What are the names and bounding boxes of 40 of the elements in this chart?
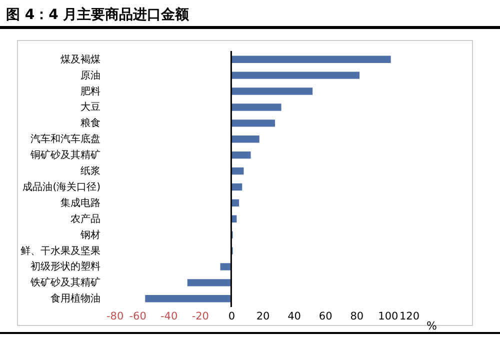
x-tick-label: -60 bbox=[129, 310, 146, 322]
y-tick-label: 初级形状的塑料 bbox=[30, 260, 100, 273]
y-tick-label: 煤及褐煤 bbox=[60, 53, 100, 66]
bar bbox=[231, 104, 282, 111]
y-tick-label: 汽车和汽车底盘 bbox=[30, 133, 100, 146]
x-tick-label: -20 bbox=[192, 310, 209, 322]
y-tick-label: 纸浆 bbox=[80, 165, 100, 178]
x-axis-title: % bbox=[426, 320, 437, 332]
bar bbox=[145, 295, 232, 302]
x-tick-label: 20 bbox=[256, 310, 270, 322]
bar bbox=[231, 72, 360, 79]
x-tick-label: 80 bbox=[350, 310, 364, 322]
bar bbox=[231, 167, 244, 175]
y-tick-label: 粮食 bbox=[80, 117, 100, 130]
bar bbox=[187, 279, 232, 286]
x-tick-label: 0 bbox=[228, 310, 236, 322]
bar bbox=[231, 88, 313, 95]
bar bbox=[231, 120, 276, 127]
y-tick-label: 铁矿砂及其精矿 bbox=[30, 276, 100, 289]
bar bbox=[220, 263, 232, 270]
y-tick-label: 鲜、干水果及坚果 bbox=[20, 244, 100, 257]
y-tick-label: 农产品 bbox=[70, 212, 100, 225]
x-tick-label: -40 bbox=[160, 310, 178, 322]
y-tick-label: 成品油(海关口径) bbox=[22, 180, 101, 193]
y-tick-label: 大豆 bbox=[80, 101, 100, 114]
chart-title: 图 4：4 月主要商品进口金额 bbox=[5, 6, 190, 25]
y-tick-label: 钢材 bbox=[80, 228, 100, 241]
x-tick-label: 100 bbox=[378, 310, 398, 322]
y-tick-label: 集成电路 bbox=[60, 196, 100, 209]
x-tick-label: 120 bbox=[399, 310, 420, 322]
bar bbox=[231, 136, 260, 143]
x-tick-label: 40 bbox=[288, 310, 301, 322]
bar bbox=[231, 151, 251, 159]
bar bbox=[231, 56, 391, 63]
y-tick-label: 食用植物油 bbox=[50, 292, 100, 305]
x-tick-label: 60 bbox=[318, 310, 332, 322]
y-tick-label: 肥料 bbox=[80, 85, 100, 98]
x-tick-label: -80 bbox=[106, 310, 124, 322]
y-tick-label: 铜矿砂及其精矿 bbox=[30, 149, 100, 162]
y-tick-label: 原油 bbox=[80, 69, 100, 82]
